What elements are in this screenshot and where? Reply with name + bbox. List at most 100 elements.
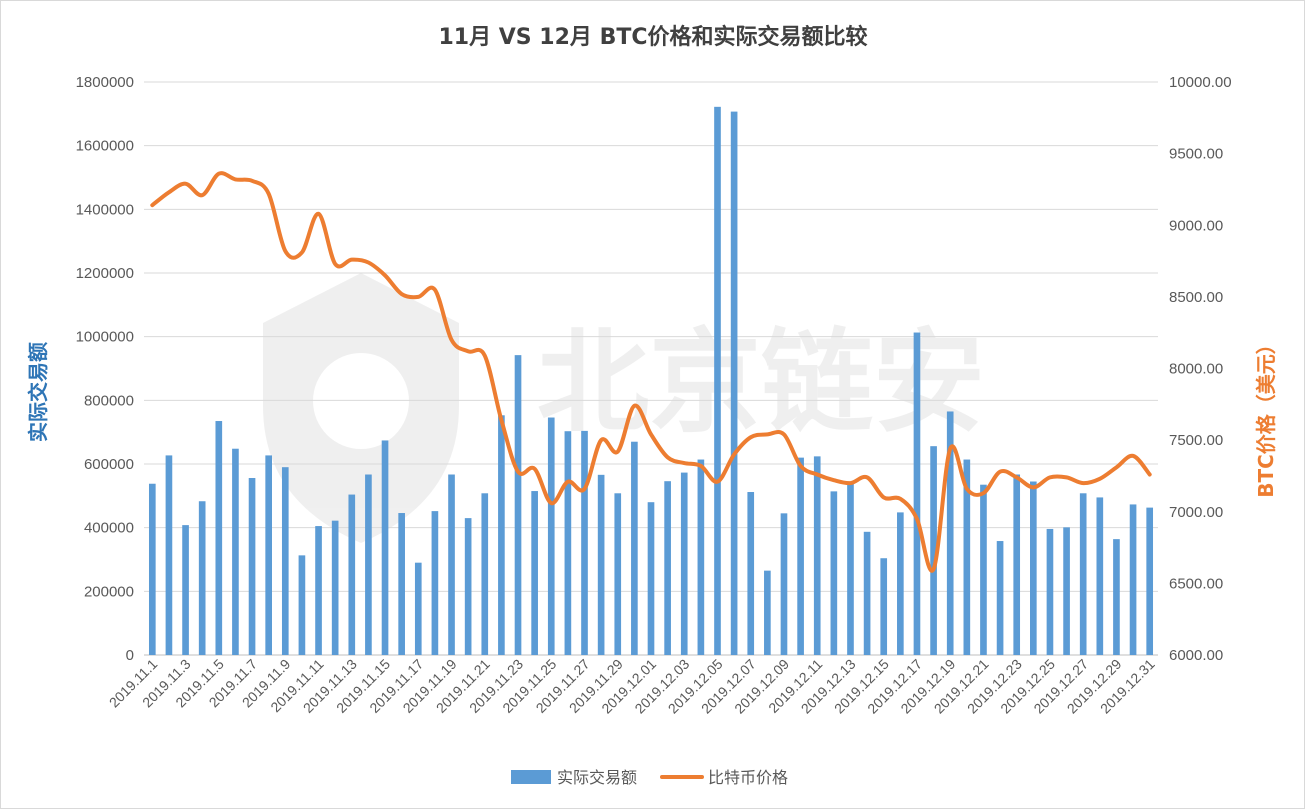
bar-series	[148, 106, 1154, 656]
bar	[448, 474, 455, 655]
legend-bar-swatch	[511, 770, 551, 784]
watermark-shield-icon	[263, 273, 459, 543]
bar	[847, 481, 854, 655]
right-tick-label: 6000.00	[1169, 647, 1223, 664]
bar	[647, 502, 655, 655]
bar	[714, 106, 721, 655]
bar	[730, 111, 738, 656]
bar	[331, 520, 339, 655]
right-axis-title: BTC价格（美元）	[1254, 334, 1278, 498]
grid	[144, 81, 1158, 656]
bar	[880, 558, 888, 655]
left-tick-label: 800000	[84, 392, 134, 409]
right-tick-label: 9000.00	[1169, 217, 1223, 234]
bar	[697, 459, 705, 655]
legend-bar-label: 实际交易额	[557, 768, 637, 787]
left-tick-label: 0	[126, 647, 134, 664]
bar	[631, 441, 638, 655]
left-axis-ticks: 0 200000 400000 600000 800000 1000000 1200000 1…	[76, 74, 134, 664]
bar	[481, 493, 489, 655]
bar	[498, 415, 505, 655]
bar	[281, 467, 289, 655]
bar	[547, 417, 555, 655]
bar	[780, 513, 788, 655]
left-tick-label: 200000	[84, 583, 134, 600]
left-tick-label: 400000	[84, 520, 134, 537]
bar	[431, 511, 439, 655]
watermark-node-icon	[313, 353, 409, 449]
legend: 实际交易额 比特币价格	[511, 768, 788, 787]
x-axis-ticks: 2019.11.12019.11.32019.11.52019.11.72019…	[106, 656, 1158, 717]
bar	[531, 491, 538, 655]
bar	[298, 555, 306, 655]
left-tick-label: 600000	[84, 456, 134, 473]
right-tick-label: 9500.00	[1169, 146, 1223, 163]
bar	[148, 483, 156, 655]
bar	[614, 493, 622, 655]
bar	[680, 472, 688, 655]
right-tick-label: 8000.00	[1169, 361, 1223, 378]
right-axis-ticks: 6000.00 6500.00 7000.00 7500.00 8000.00 8500.…	[1169, 74, 1232, 664]
bar	[514, 355, 522, 655]
bar	[215, 421, 223, 655]
left-tick-label: 1600000	[76, 138, 134, 155]
bar	[232, 448, 239, 655]
bar	[747, 492, 755, 655]
bar	[265, 455, 272, 655]
line-series	[150, 171, 1152, 573]
bar	[946, 411, 954, 655]
legend-line-label: 比特币价格	[708, 768, 788, 787]
bar	[813, 456, 821, 655]
bar	[564, 431, 572, 655]
bar	[398, 513, 405, 655]
left-tick-label: 1400000	[76, 201, 134, 218]
bar	[1129, 504, 1137, 655]
right-tick-label: 6500.00	[1169, 575, 1223, 592]
bar	[315, 526, 322, 655]
right-tick-label: 8500.00	[1169, 289, 1223, 306]
bar	[597, 474, 605, 655]
bar	[248, 478, 256, 655]
bar	[365, 474, 372, 655]
bar	[897, 512, 904, 655]
bar	[1030, 481, 1037, 655]
bar	[963, 459, 971, 655]
watermark: 北京链安	[263, 273, 985, 543]
bar	[1146, 507, 1154, 655]
bar	[863, 531, 871, 655]
bar	[381, 440, 389, 655]
bar	[664, 481, 671, 655]
bar	[1013, 474, 1021, 655]
right-tick-label: 7500.00	[1169, 432, 1223, 449]
left-axis-title: 实际交易额	[26, 342, 50, 442]
bar	[764, 570, 771, 655]
bar	[1063, 527, 1070, 655]
bar	[1096, 497, 1104, 655]
bar	[182, 525, 189, 655]
bar	[797, 457, 804, 655]
left-tick-label: 1800000	[76, 74, 134, 91]
bar	[198, 501, 206, 655]
bar	[464, 518, 472, 655]
bar	[1079, 493, 1087, 655]
bar	[414, 562, 422, 655]
bar	[165, 455, 173, 655]
right-tick-label: 7000.00	[1169, 504, 1223, 521]
bar	[996, 541, 1004, 655]
left-tick-label: 1000000	[76, 329, 134, 346]
chart-title: 11月 VS 12月 BTC价格和实际交易额比较	[438, 24, 867, 50]
right-tick-label: 10000.00	[1169, 74, 1232, 91]
bar	[1046, 528, 1054, 655]
bar	[930, 446, 937, 655]
left-tick-label: 1200000	[76, 265, 134, 282]
bar	[830, 491, 838, 655]
bar	[581, 430, 588, 655]
bar	[348, 494, 356, 655]
price-line	[150, 171, 1152, 573]
bar	[913, 332, 921, 655]
bar	[980, 484, 987, 655]
bar	[1113, 539, 1120, 655]
watermark-text: 北京链安	[537, 318, 985, 448]
